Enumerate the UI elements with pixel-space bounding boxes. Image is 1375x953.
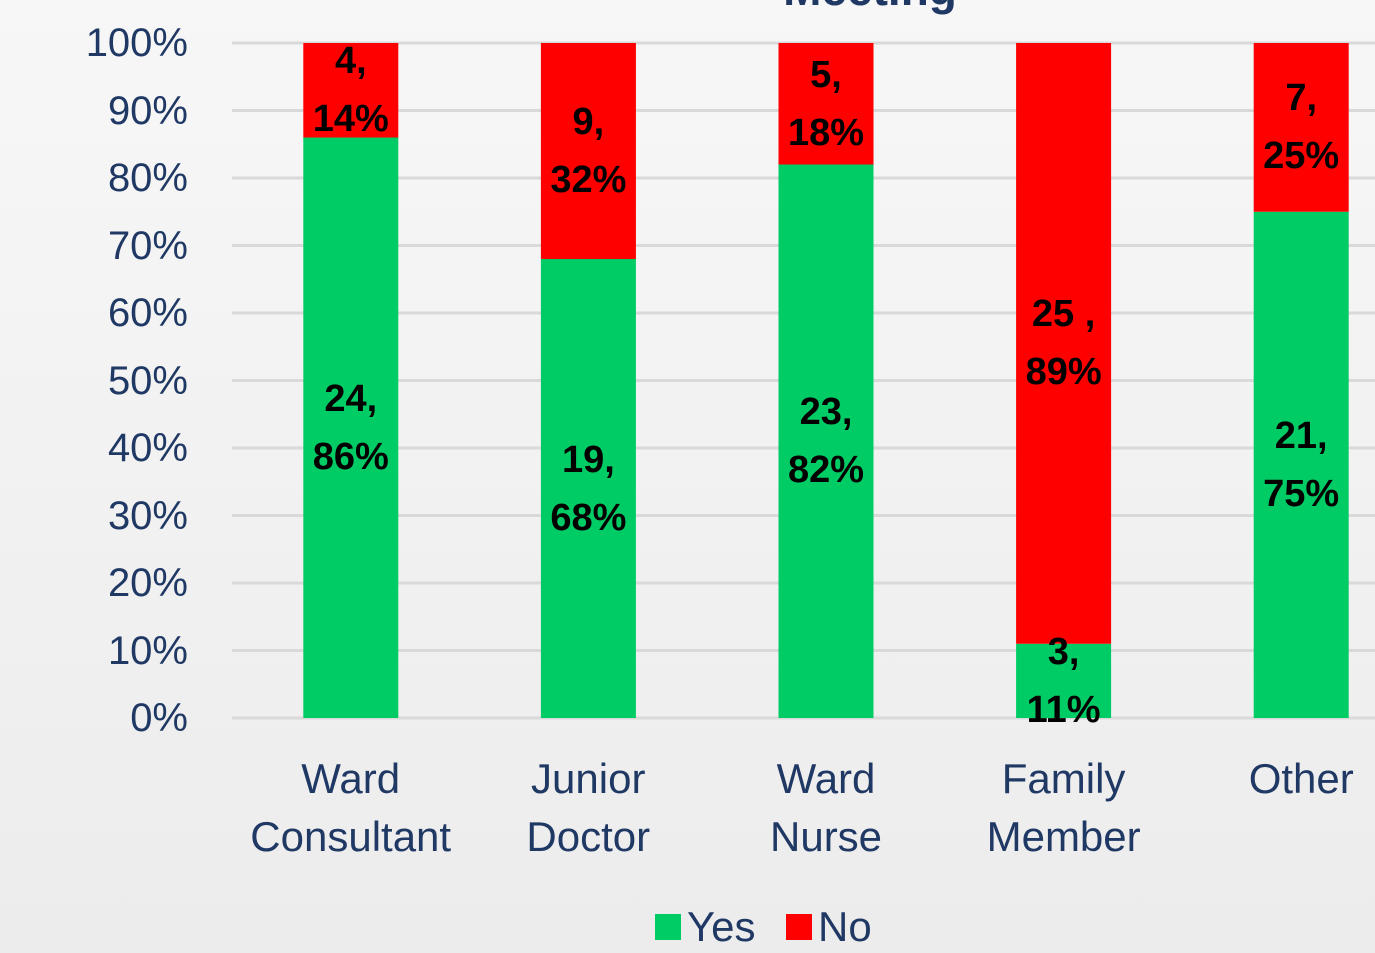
legend-label: Yes (687, 903, 756, 950)
legend-swatch (655, 914, 681, 940)
data-label: 5, 18% (787, 53, 865, 154)
data-label: 23, 82% (787, 391, 865, 492)
data-label: 7, 25% (1263, 77, 1340, 178)
data-label: 19, 68% (550, 438, 627, 539)
data-label: 21, 75% (1263, 414, 1340, 515)
data-label: 4, 14% (312, 40, 389, 141)
data-label: 3, 11% (1026, 630, 1101, 731)
y-tick-label: 100% (85, 21, 188, 65)
y-tick-label: 10% (107, 628, 188, 673)
y-tick-label: 0% (130, 696, 188, 740)
bar-segment (778, 164, 874, 718)
y-tick-label: 70% (107, 223, 188, 268)
bar-segment (778, 43, 874, 165)
legend-label: No (818, 903, 872, 950)
bar-segment (540, 43, 636, 259)
y-tick-label: 30% (107, 493, 188, 538)
bar-segment (1253, 43, 1349, 212)
bar-segment (1253, 211, 1349, 718)
x-tick-label: Family Member (986, 755, 1141, 860)
y-tick-label: 50% (107, 358, 188, 403)
data-label: 24, 86% (312, 377, 389, 478)
y-tick-label: 60% (107, 291, 188, 335)
bar-segment (1016, 643, 1112, 718)
y-tick-label: 20% (107, 561, 188, 605)
bar-segment (303, 137, 399, 718)
bar-segment (1016, 43, 1112, 644)
data-label: 25 , 89% (1025, 293, 1102, 394)
x-tick-label: Ward Consultant (250, 755, 452, 860)
x-tick-label: Other (1248, 755, 1354, 802)
y-tick-label: 40% (107, 426, 188, 470)
chart-title: Meeting (570, 0, 1170, 16)
x-tick-label: Junior Doctor (526, 755, 651, 860)
legend-swatch (786, 914, 812, 940)
y-tick-label: 80% (107, 156, 188, 200)
x-tick-label: Ward Nurse (770, 755, 883, 860)
y-tick-label: 90% (107, 88, 188, 133)
data-label: 9, 32% (550, 101, 627, 201)
bar-segment (303, 43, 399, 138)
bar-segment (540, 259, 636, 718)
